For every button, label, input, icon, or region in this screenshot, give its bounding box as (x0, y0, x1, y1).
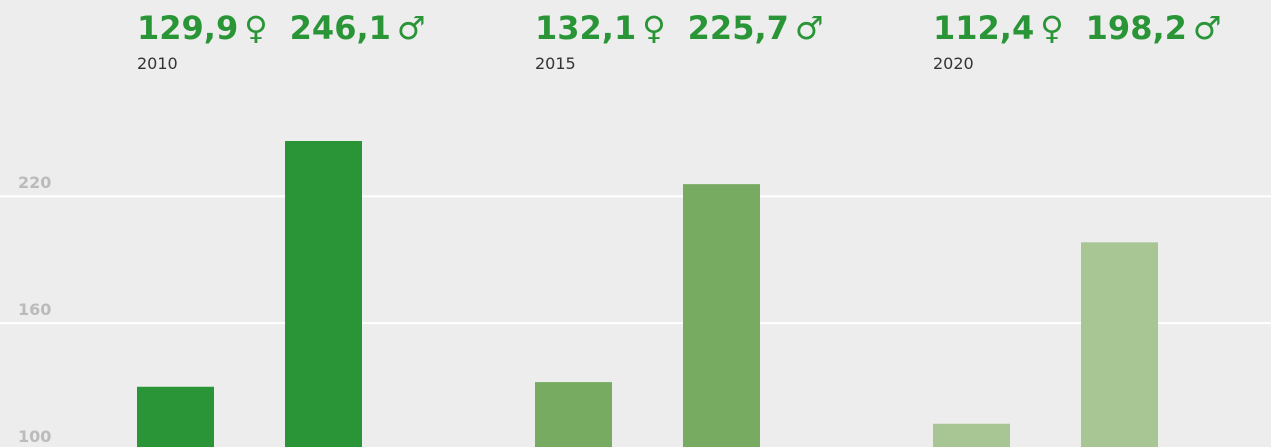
value-label: 198,2 (1085, 9, 1187, 47)
series-symbol: ♂ (396, 9, 426, 47)
category-label: 2015 (535, 54, 576, 73)
value-label: 132,1 (535, 9, 637, 47)
series-symbol: ♀ (642, 9, 666, 47)
series-symbol: ♀ (244, 9, 268, 47)
y-tick-label: 220 (18, 173, 51, 192)
header-values: 112,4 ♀ 198,2 ♂ (933, 8, 1244, 48)
bar (933, 423, 1010, 447)
value-label: 225,7 (687, 9, 789, 47)
bar (535, 382, 612, 447)
category-label: 2010 (137, 54, 178, 73)
header-values: 132,1 ♀ 225,7 ♂ (535, 8, 846, 48)
category-label: 2020 (933, 54, 974, 73)
y-tick-label: 100 (18, 427, 51, 446)
bar (1081, 242, 1158, 447)
series-symbol: ♀ (1040, 9, 1064, 47)
bar (683, 184, 760, 447)
value-label: 112,4 (933, 9, 1035, 47)
value-label: 246,1 (289, 9, 391, 47)
bar (285, 140, 362, 447)
series-symbol: ♂ (1192, 9, 1222, 47)
header-values: 129,9 ♀ 246,1 ♂ (137, 8, 448, 48)
series-symbol: ♂ (794, 9, 824, 47)
value-label: 129,9 (137, 9, 239, 47)
bar (137, 386, 214, 447)
y-tick-label: 160 (18, 300, 51, 319)
